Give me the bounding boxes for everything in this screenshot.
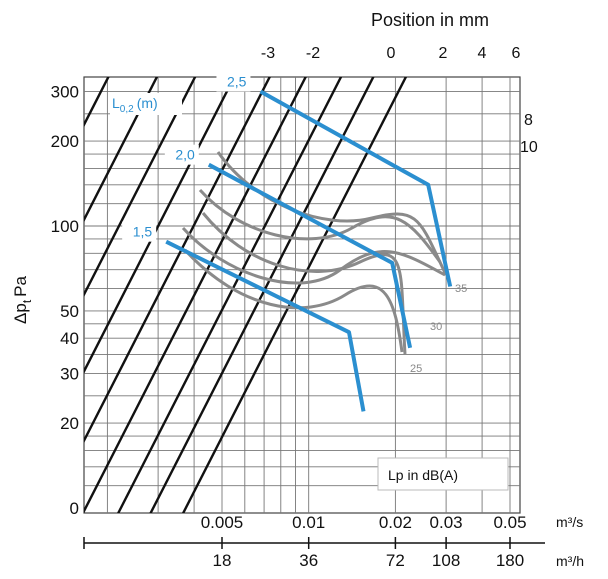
y-tick-label: 20 [60, 414, 79, 433]
position-curve-label: -2 [306, 45, 320, 62]
throw-length-label: 2,5 [227, 73, 247, 89]
position-curve-label: 0 [387, 45, 396, 62]
noise-curve [201, 212, 407, 355]
noise-level-label: 25 [410, 363, 422, 375]
noise-curves [181, 151, 448, 355]
svg-text:L0,2(m): L0,2 (m) [112, 95, 158, 115]
position-curves [84, 77, 408, 513]
position-curve [116, 77, 343, 513]
position-curve [84, 77, 236, 374]
position-curve [181, 77, 408, 513]
x-axis-2-tick-label: 72 [386, 551, 405, 570]
position-curve [84, 77, 307, 513]
x-tick-label: 0.05 [493, 513, 526, 532]
x-axis-2-unit: m³/h [556, 553, 584, 569]
position-curve [84, 77, 197, 298]
noise-curve [198, 189, 442, 263]
throw-length-line [165, 239, 366, 412]
throw-length-sub: 0,2 [120, 104, 134, 115]
x-axis-1-unit: m³/s [556, 514, 583, 530]
y-tick-label: 300 [51, 82, 79, 101]
x-tick-label: 0.03 [430, 513, 463, 532]
throw-length-label: 2,0 [175, 147, 195, 163]
chart-title: Position in mm [371, 10, 489, 30]
throw-length-lines [165, 89, 453, 412]
throw-length-line [259, 89, 453, 287]
y-tick-label: 50 [60, 302, 79, 321]
plot-grid [83, 76, 521, 514]
y-axis-title-sub: t [20, 299, 34, 303]
throw-length-legend: L0,2 (m) [110, 93, 182, 115]
position-curve-label: 10 [520, 139, 538, 156]
throw-length-label-bg [216, 71, 251, 92]
throw-length-label-bg [164, 144, 199, 165]
position-curve-label: 4 [478, 45, 487, 62]
position-curve-label: -3 [261, 45, 275, 62]
y-axis-title: Δpt Pa [11, 275, 34, 323]
x-tick-label: 0.01 [292, 513, 325, 532]
y-tick-label: 40 [60, 329, 79, 348]
y-tick-label: 100 [51, 217, 79, 236]
throw-length-main: L [112, 95, 120, 111]
svg-text:ΔptPa: Δpt Pa [11, 275, 34, 323]
noise-legend: Lp in dB(A) [377, 457, 509, 491]
x-tick-label: 0.02 [379, 513, 412, 532]
x-axis-2-tick-label: 36 [299, 551, 318, 570]
position-curve-label: 2 [439, 45, 448, 62]
x-axis-2-tick-label: 108 [432, 551, 460, 570]
noise-level-label: 35 [455, 283, 467, 295]
position-curve [84, 77, 272, 444]
y-axis-title-unit: Pa [11, 275, 30, 296]
throw-length-unit: (m) [137, 95, 158, 111]
throw-length-label-bg [122, 221, 157, 242]
throw-length-label: 1,5 [133, 224, 153, 240]
y-axis-title-main: Δp [11, 303, 30, 324]
position-curve-label: 6 [512, 45, 521, 62]
noise-level-label: 30 [430, 321, 442, 333]
y-tick-label: 30 [60, 364, 79, 383]
position-curve [149, 77, 375, 513]
plot-frame [83, 76, 521, 514]
x-tick-label: 0.005 [201, 513, 244, 532]
x-axis-2-tick-label: 18 [213, 551, 232, 570]
throw-length-line [207, 162, 413, 349]
position-curve-label: 8 [524, 112, 533, 129]
y-tick-label: 200 [51, 132, 79, 151]
noise-curve [183, 248, 404, 353]
x-axis-2-tick-label: 180 [496, 551, 524, 570]
noise-legend-label: Lp in dB(A) [388, 467, 458, 483]
y-tick-label: 0 [70, 499, 79, 518]
